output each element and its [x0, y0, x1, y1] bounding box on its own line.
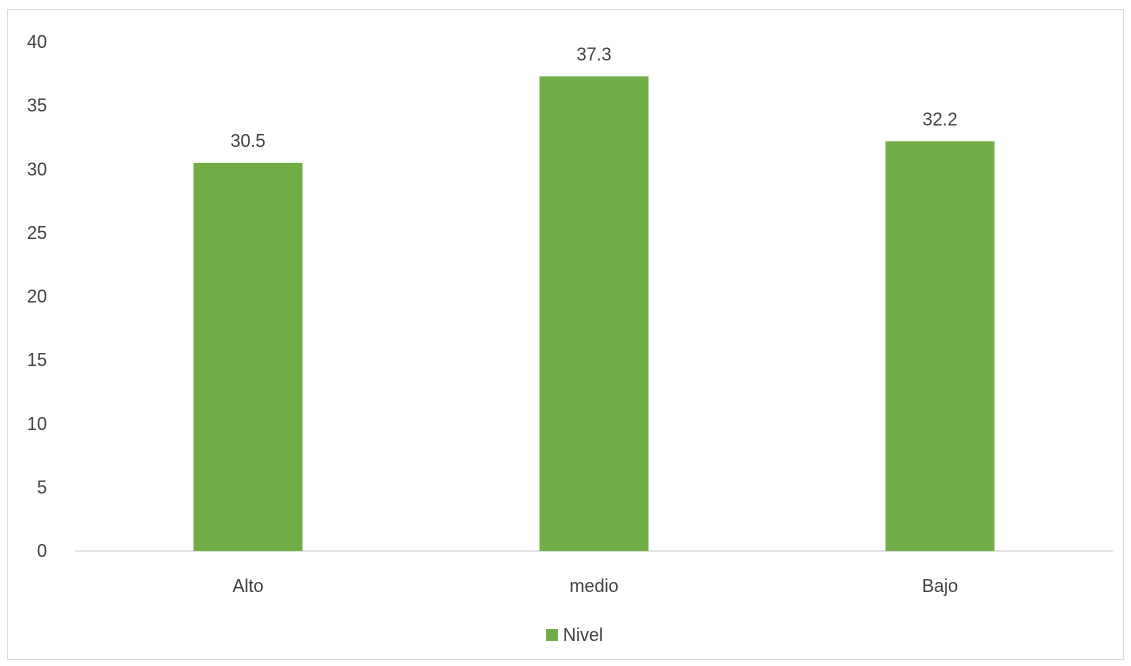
- bar: [885, 141, 995, 551]
- y-tick-label: 15: [27, 350, 47, 370]
- data-label: 37.3: [576, 44, 611, 64]
- bar: [193, 162, 303, 551]
- legend-label: Nivel: [563, 625, 603, 645]
- x-category-label: Alto: [232, 576, 263, 596]
- y-tick-label: 25: [27, 223, 47, 243]
- x-category-label: Bajo: [922, 576, 958, 596]
- data-labels: 30.5 37.3 32.2: [230, 44, 957, 151]
- y-tick-label: 20: [27, 287, 47, 307]
- y-tick-label: 5: [37, 477, 47, 497]
- data-label: 30.5: [230, 131, 265, 151]
- x-category-label: medio: [569, 576, 618, 596]
- legend: Nivel: [546, 625, 603, 645]
- bars: [193, 76, 995, 552]
- bar: [539, 76, 649, 552]
- y-tick-label: 30: [27, 159, 47, 179]
- data-label: 32.2: [922, 109, 957, 129]
- y-tick-label: 0: [37, 541, 47, 561]
- y-tick-label: 10: [27, 414, 47, 434]
- category-labels: Alto medio Bajo: [232, 576, 958, 596]
- y-tick-label: 40: [27, 32, 47, 52]
- y-axis-ticks: 0 5 10 15 20 25 30 35 40: [27, 32, 47, 561]
- legend-swatch: [546, 629, 558, 641]
- y-tick-label: 35: [27, 96, 47, 116]
